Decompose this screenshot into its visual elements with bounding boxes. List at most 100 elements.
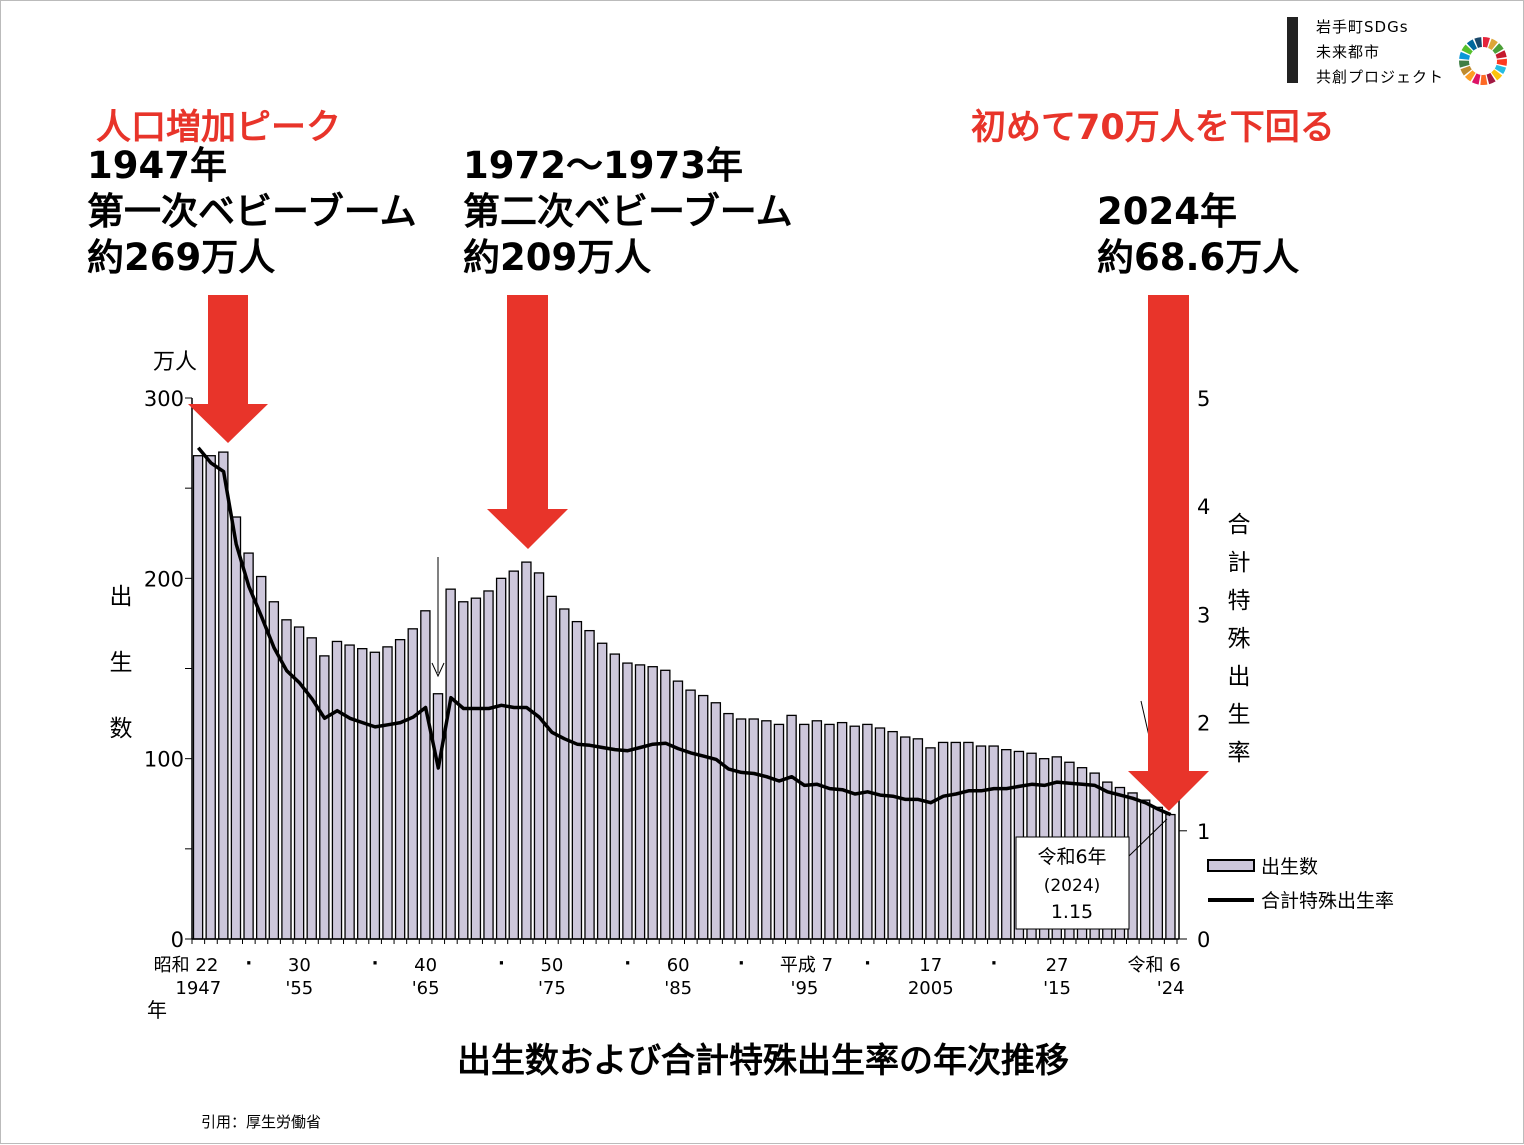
legend-tfr: 合計特殊出生率 xyxy=(1261,890,1394,912)
bar-2006 xyxy=(937,741,949,940)
sdgs-wheel-segment xyxy=(1494,64,1507,75)
bar-1999 xyxy=(849,725,860,940)
legend-bar-swatch xyxy=(1207,859,1255,872)
bar-1986 xyxy=(685,689,696,940)
x-tick-era: 40 xyxy=(414,955,437,976)
y-tick-label: 0 xyxy=(171,928,184,952)
x-tick-dot: · xyxy=(372,953,379,974)
bar-1990 xyxy=(735,718,747,940)
bar-1989 xyxy=(723,712,734,940)
sdgs-wheel-segment xyxy=(1460,65,1472,76)
logo-bar xyxy=(1287,17,1298,83)
sdgs-wheel-segment xyxy=(1471,73,1481,85)
x-tick-dot: · xyxy=(624,953,631,974)
x-tick-year: '24 xyxy=(1157,978,1185,999)
bar-1951 xyxy=(243,552,254,940)
y2-tick-label: 3 xyxy=(1197,603,1210,627)
bar-1981 xyxy=(622,662,633,940)
bar-1977 xyxy=(571,620,583,940)
x-tick-year: '55 xyxy=(285,978,313,999)
bar-1987 xyxy=(697,694,709,940)
bar-1948 xyxy=(205,455,216,940)
y2-tick-label: 0 xyxy=(1197,928,1210,952)
bar-1972 xyxy=(508,570,519,940)
bar-1985 xyxy=(672,680,684,940)
second-boom-annotation: 1972〜1973年 第二次ベビーブーム 約209万人 xyxy=(463,143,793,281)
sdgs-wheel-segment xyxy=(1491,69,1503,81)
bar-1974 xyxy=(533,572,545,940)
first-boom-annotation: 1947年 第一次ベビーブーム 約269万人 xyxy=(87,143,417,281)
y-unit: 万人 xyxy=(153,350,197,375)
bar-1979 xyxy=(596,642,608,940)
bar-1976 xyxy=(559,608,570,940)
latest-count: 約68.6万人 xyxy=(1097,236,1300,279)
bar-2003 xyxy=(900,736,911,940)
sdgs-wheel-segment xyxy=(1492,43,1504,54)
x-tick-year: 1947 xyxy=(175,978,221,999)
bar-2000 xyxy=(862,723,873,940)
sdgs-wheel-segment xyxy=(1466,39,1477,51)
bar-2022 xyxy=(1139,799,1151,940)
bar-1962 xyxy=(382,646,393,940)
y-tick-label: 100 xyxy=(144,748,184,772)
x-tick-era: 平成 7 xyxy=(780,955,833,976)
y2-axis-title-char: 特 xyxy=(1228,588,1251,614)
y2-tick-label: 2 xyxy=(1197,712,1210,736)
bar-1955 xyxy=(293,626,305,940)
bar-1973 xyxy=(521,561,532,940)
bar-1952 xyxy=(255,575,267,940)
bar-2023 xyxy=(1152,806,1164,940)
bar-1996 xyxy=(811,720,823,940)
y2-tick-label: 1 xyxy=(1197,820,1210,844)
y2-axis-title-char: 生 xyxy=(1228,702,1251,728)
y2-axis-title-char: 出 xyxy=(1228,664,1251,690)
first-boom-count: 約269万人 xyxy=(87,236,276,279)
x-tick-era: 昭和 22 xyxy=(154,955,219,976)
leader-line xyxy=(1140,700,1150,737)
bar-1980 xyxy=(609,653,621,940)
y2-tick-label: 5 xyxy=(1197,387,1210,411)
callout-value: 1.15 xyxy=(1051,901,1093,923)
sdgs-wheel-segment xyxy=(1459,60,1470,68)
y2-tick-label: 4 xyxy=(1197,495,1210,519)
x-tick-era: 令和 6 xyxy=(1127,955,1180,976)
latest-annotation: 2024年 約68.6万人 xyxy=(1097,189,1299,281)
callout-pointer xyxy=(1128,818,1168,857)
x-tick-era: 27 xyxy=(1046,955,1069,976)
bar-1966 xyxy=(432,693,444,940)
bar-1969 xyxy=(470,597,482,940)
bar-1947 xyxy=(192,455,204,940)
callout-year: (2024) xyxy=(1044,876,1101,896)
x-tick-era: 60 xyxy=(667,955,690,976)
y2-axis-title-char: 殊 xyxy=(1228,626,1251,652)
bar-1991 xyxy=(748,718,759,940)
bar-2024 xyxy=(1165,813,1176,940)
sdgs-wheel-segment xyxy=(1480,74,1488,85)
x-tick-era: 17 xyxy=(919,955,942,976)
bar-1997 xyxy=(824,723,835,940)
y-tick-label: 300 xyxy=(144,387,184,411)
bar-1998 xyxy=(836,721,848,940)
bar-1959 xyxy=(344,644,355,940)
sdgs-wheel-segment xyxy=(1461,44,1473,55)
bar-2009 xyxy=(975,745,987,940)
arrow-1947 xyxy=(188,295,268,443)
y-tick-label: 200 xyxy=(144,567,184,591)
bar-1988 xyxy=(710,702,722,940)
bar-1956 xyxy=(306,637,317,940)
x-tick-dot: · xyxy=(864,953,871,974)
bar-2005 xyxy=(925,747,936,940)
y2-axis-title-char: 率 xyxy=(1228,740,1251,766)
latest-year: 2024年 xyxy=(1097,190,1237,233)
chart-title: 出生数および合計特殊出生率の年次推移 xyxy=(457,1041,1069,1081)
bar-1961 xyxy=(369,651,381,940)
bar-2010 xyxy=(988,745,999,940)
bar-1995 xyxy=(799,723,810,940)
logo-line: 未来都市 xyxy=(1316,43,1381,61)
arrow-1973 xyxy=(487,295,568,549)
x-tick-year: '75 xyxy=(538,978,566,999)
sdgs-wheel-segment xyxy=(1486,72,1496,85)
sdgs-wheel-segment xyxy=(1459,51,1471,60)
bar-1965 xyxy=(420,610,431,940)
